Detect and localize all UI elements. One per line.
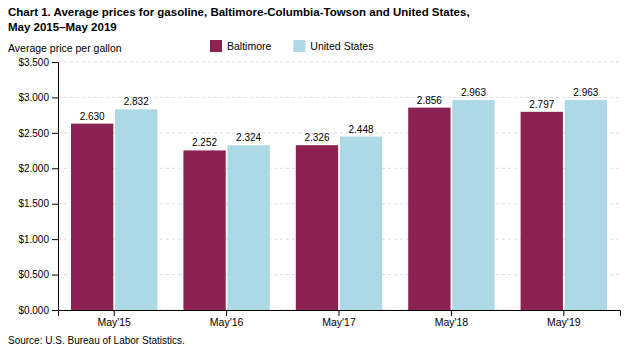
data-label: 2.326	[304, 132, 329, 143]
x-tick-label: May'18	[435, 316, 469, 328]
y-tick: $0.000	[18, 305, 58, 316]
legend: Baltimore United States	[210, 40, 373, 52]
y-tick-mark	[52, 204, 58, 205]
data-label: 2.448	[349, 124, 374, 135]
x-tick-label: May'15	[97, 316, 131, 328]
x-axis-line	[59, 311, 621, 317]
y-tick-label: $2.500	[18, 128, 49, 139]
x-tick-label: May'19	[547, 316, 581, 328]
data-label: 2.252	[192, 137, 217, 148]
y-tick: $3.000	[18, 92, 58, 103]
data-label: 2.630	[80, 111, 105, 122]
legend-swatch	[293, 40, 305, 52]
y-tick-mark	[52, 310, 58, 311]
y-tick-mark	[52, 133, 58, 134]
x-tick-label: May'17	[322, 316, 356, 328]
chart: Chart 1. Average prices for gasoline, Ba…	[0, 0, 635, 350]
grid-line	[58, 62, 620, 63]
data-label: 2.832	[124, 96, 149, 107]
x-tick: May'17	[322, 310, 356, 328]
bar	[71, 124, 113, 310]
y-tick-mark	[52, 168, 58, 169]
bars	[71, 100, 607, 310]
legend-swatch	[210, 40, 222, 52]
bar	[408, 108, 450, 310]
y-tick-label: $1.500	[18, 198, 49, 209]
x-tick: May'15	[97, 310, 131, 328]
data-labels: 2.630 2.252 2.326 2.856 2.797 2.832 2.324 2.448…	[80, 87, 599, 148]
x-tick-mark	[339, 310, 340, 316]
y-tick: $1.500	[18, 198, 58, 209]
x-tick: May'16	[210, 310, 244, 328]
y-tick-mark	[52, 97, 58, 98]
bar	[227, 145, 269, 310]
bar	[296, 145, 338, 310]
legend-label: Baltimore	[227, 40, 272, 52]
x-tick: May'18	[435, 310, 469, 328]
y-tick-label: $0.500	[18, 269, 49, 280]
bar	[452, 100, 494, 310]
data-label: 2.963	[461, 87, 486, 98]
x-tick-mark	[563, 310, 564, 316]
y-tick: $3.500	[18, 57, 58, 68]
bar	[521, 112, 563, 310]
bar	[340, 137, 382, 310]
y-axis-line	[52, 63, 59, 311]
legend-item: United States	[293, 40, 373, 52]
y-tick-label: $0.000	[18, 305, 49, 316]
x-tick-mark	[226, 310, 227, 316]
data-label: 2.797	[529, 99, 554, 110]
y-tick-mark	[52, 62, 58, 63]
grid	[58, 62, 620, 310]
legend-item: Baltimore	[210, 40, 272, 52]
x-tick-mark	[114, 310, 115, 316]
data-label: 2.856	[417, 95, 442, 106]
subtitle: May 2015–May 2019	[8, 21, 117, 33]
y-axis: $0.000 $0.500 $1.000 $1.500 $2.000 $2.500 $3.0…	[18, 57, 58, 316]
bar	[115, 109, 157, 310]
y-axis-label: Average price per gallon	[8, 42, 122, 54]
bar	[183, 150, 225, 310]
data-label: 2.963	[573, 87, 598, 98]
y-tick-label: $3.500	[18, 57, 49, 68]
y-tick-label: $3.000	[18, 92, 49, 103]
y-tick: $0.500	[18, 269, 58, 280]
title: Chart 1. Average prices for gasoline, Ba…	[8, 6, 470, 18]
y-tick-label: $2.000	[18, 163, 49, 174]
y-tick: $2.500	[18, 128, 58, 139]
x-tick: May'19	[547, 310, 581, 328]
y-tick-label: $1.000	[18, 234, 49, 245]
data-label: 2.324	[236, 132, 261, 143]
y-tick-mark	[52, 239, 58, 240]
legend-label: United States	[310, 40, 373, 52]
x-tick-mark	[451, 310, 452, 316]
y-tick-mark	[52, 275, 58, 276]
annotation: Source: U.S. Bureau of Labor Statistics.	[8, 335, 185, 346]
bar-series	[115, 100, 607, 310]
bar	[565, 100, 607, 310]
x-axis: May'15 May'16 May'17 May'18 May'19	[59, 310, 621, 328]
y-tick: $1.000	[18, 234, 58, 245]
x-tick-label: May'16	[210, 316, 244, 328]
y-tick: $2.000	[18, 163, 58, 174]
